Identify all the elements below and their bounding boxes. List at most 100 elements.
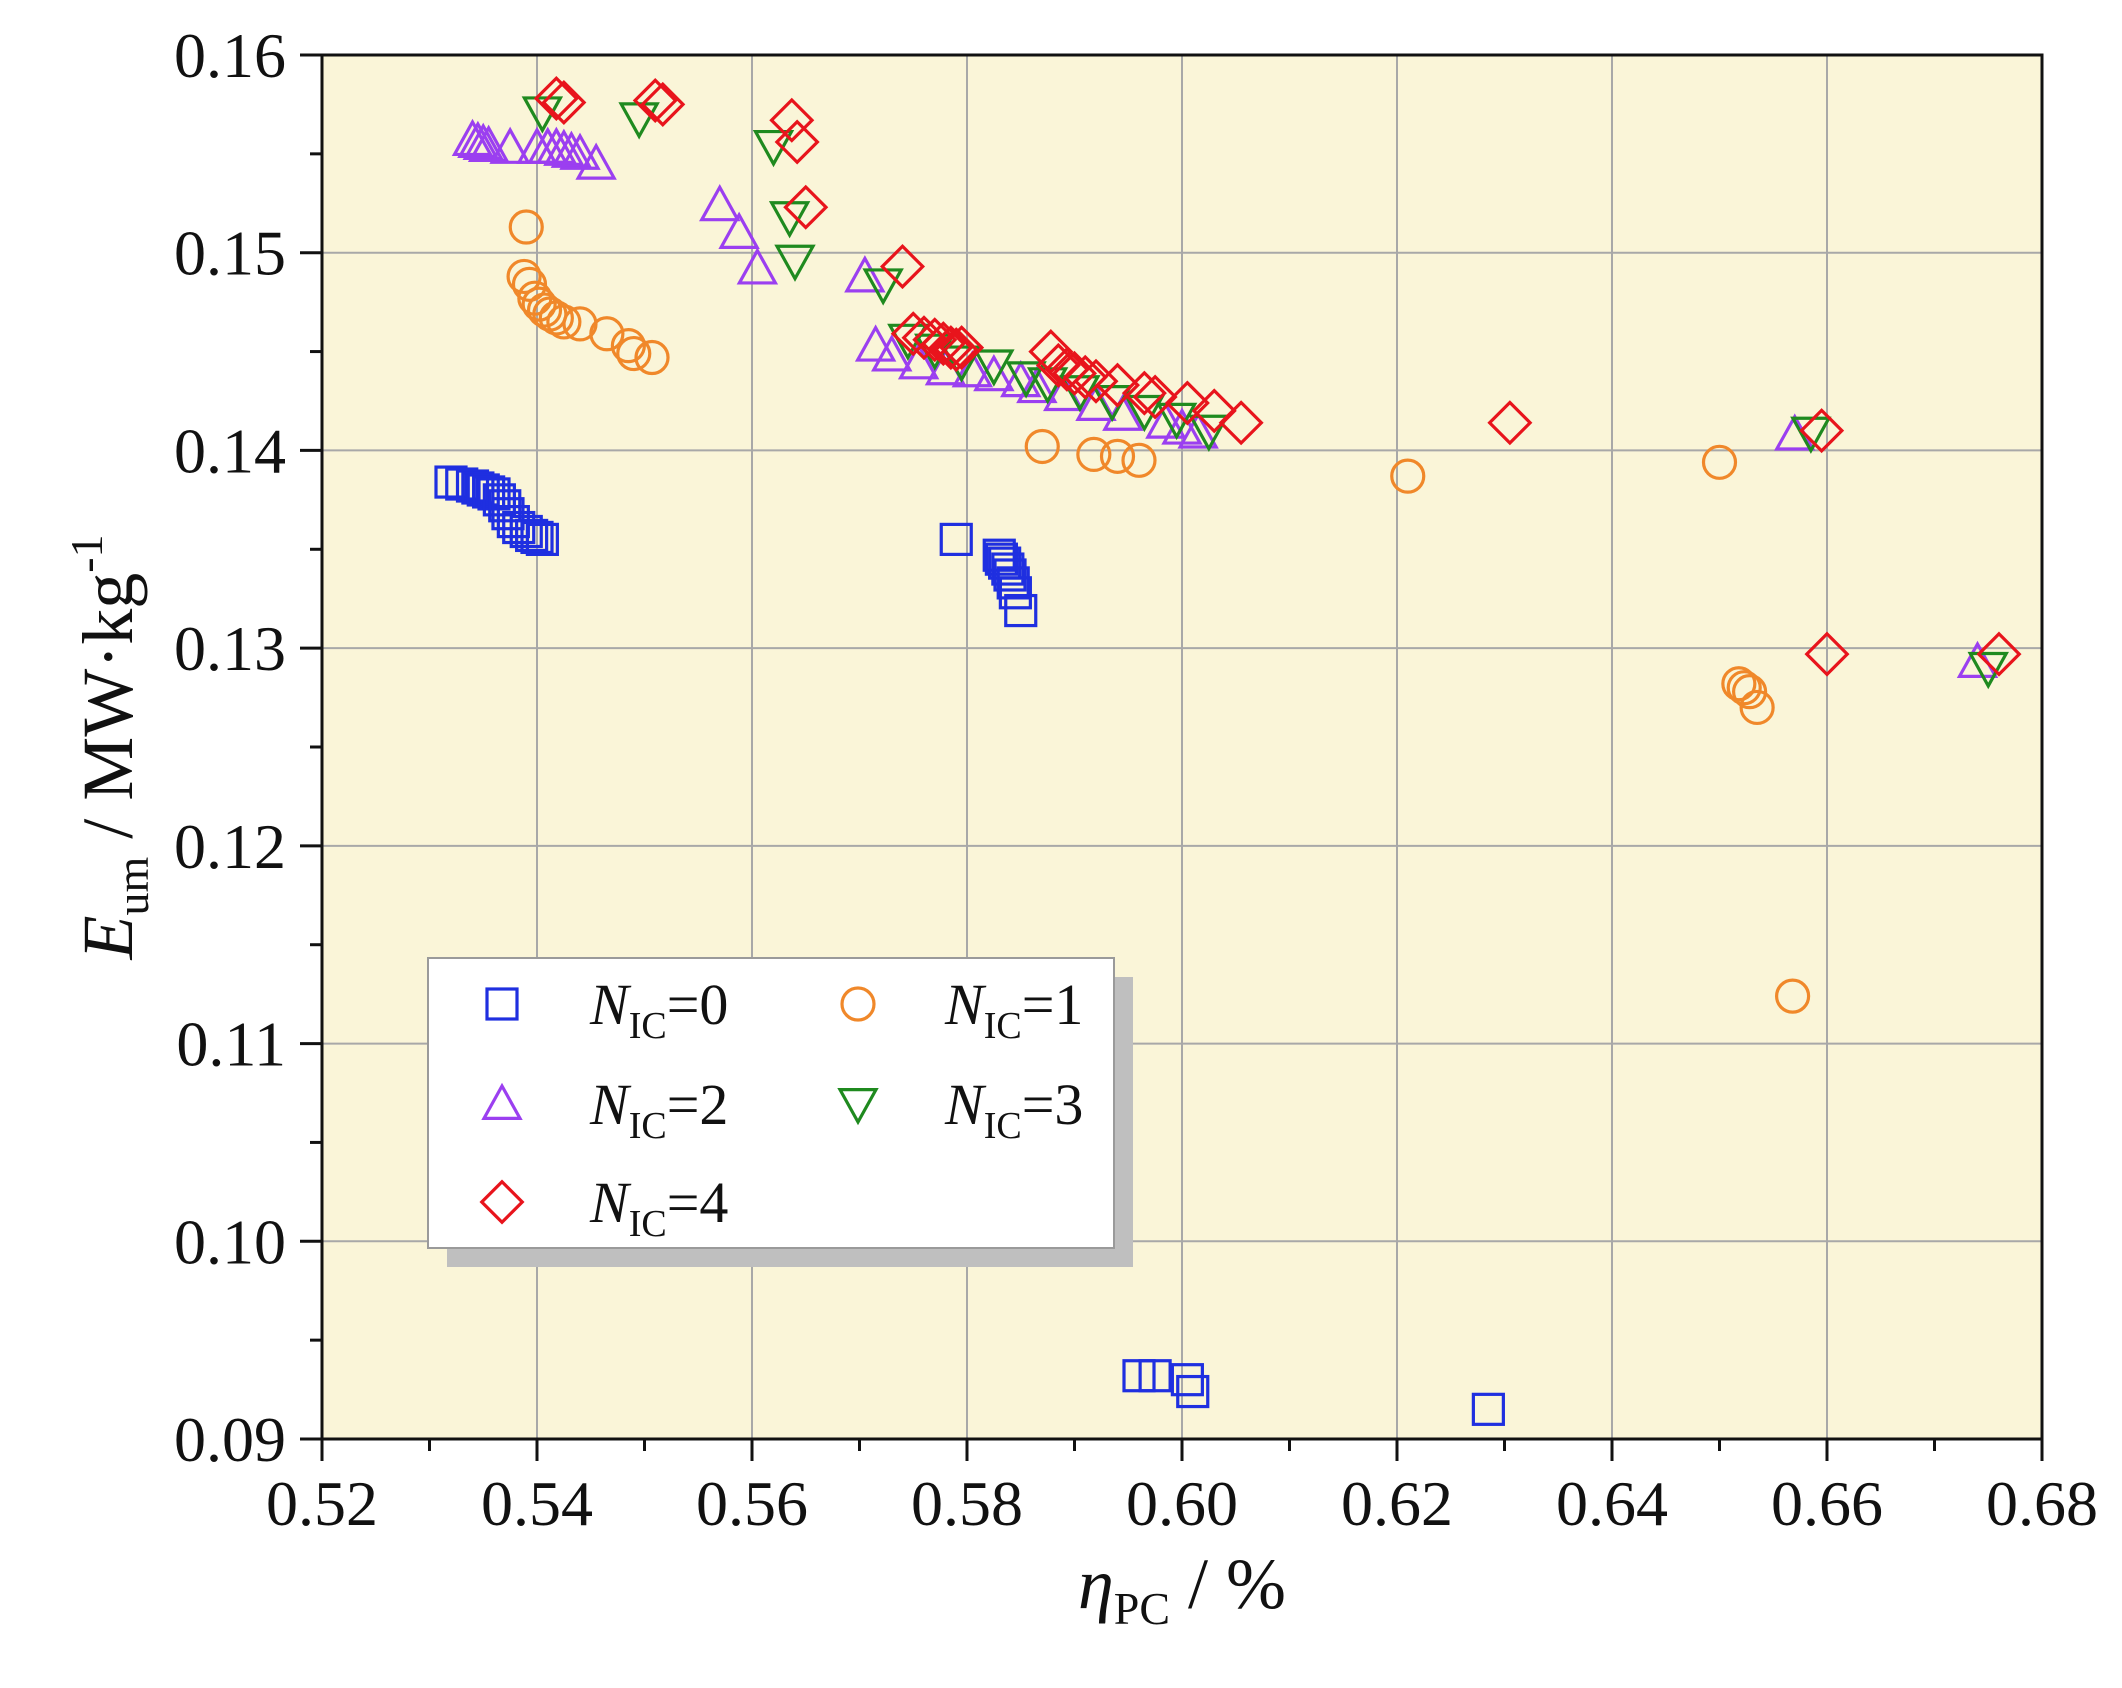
data-point-triangle-up	[871, 334, 913, 372]
data-point-circle	[506, 258, 542, 295]
data-point-triangle-down	[862, 268, 904, 306]
data-point-diamond	[1132, 374, 1178, 420]
data-point-diamond	[1062, 354, 1108, 400]
data-point-triangle-up	[462, 122, 504, 160]
y-tick-label: 0.15	[174, 218, 286, 289]
data-point-circle	[634, 339, 670, 376]
data-point-triangle-up	[699, 183, 741, 222]
data-point-square	[998, 576, 1032, 610]
data-point-square	[525, 522, 559, 557]
data-point-circle	[610, 328, 646, 364]
data-point-circle	[1726, 670, 1762, 706]
data-point-triangle-up	[736, 247, 779, 285]
data-point-circle	[1390, 458, 1426, 494]
y-tick-label: 0.10	[174, 1206, 286, 1277]
data-point-triangle-up	[897, 342, 940, 380]
data-point-triangle-up	[973, 354, 1015, 392]
data-point-diamond	[632, 77, 678, 123]
y-tick-label: 0.12	[174, 811, 286, 882]
data-point-square	[1004, 593, 1038, 628]
data-point-circle	[1024, 428, 1060, 465]
data-point-diamond	[1487, 400, 1533, 446]
legend-marker-triangle-down	[837, 1087, 879, 1126]
data-point-circle	[1731, 674, 1768, 710]
legend-label: NIC=0	[589, 972, 728, 1047]
y-axis-unit: / MW·kg	[68, 573, 148, 857]
data-point-square	[502, 510, 536, 545]
data-point-diamond	[533, 75, 579, 122]
y-tick-label: 0.11	[176, 1009, 286, 1080]
data-point-circle	[1701, 444, 1738, 480]
x-tick-label: 0.62	[1341, 1468, 1453, 1539]
x-tick-label: 0.54	[481, 1468, 593, 1539]
y-axis-superscript: -1	[61, 534, 112, 572]
data-point-triangle-up	[844, 255, 886, 293]
data-point-circle	[1099, 438, 1136, 474]
x-axis-unit: / %	[1170, 1544, 1286, 1624]
y-axis-symbol: E	[68, 916, 148, 961]
data-point-triangle-down	[1123, 394, 1166, 433]
data-point-diamond	[920, 321, 966, 367]
data-point-triangle-up	[951, 350, 994, 388]
y-tick-label: 0.13	[174, 613, 286, 684]
data-point-square	[1176, 1374, 1210, 1409]
data-point-square	[520, 520, 554, 555]
x-tick-label: 0.68	[1986, 1468, 2098, 1539]
y-tick-label: 0.09	[174, 1404, 286, 1475]
x-tick-label: 0.58	[911, 1468, 1023, 1539]
data-point-circle	[526, 292, 563, 328]
legend-label: NIC=1	[944, 972, 1083, 1047]
legend-marker-diamond	[479, 1179, 525, 1225]
legend-marker-circle	[840, 986, 876, 1022]
data-point-triangle-up	[1016, 365, 1058, 404]
data-point-circle	[508, 209, 544, 245]
series-4	[533, 75, 2022, 677]
series-0	[434, 465, 1505, 1426]
data-point-diamond	[1121, 370, 1167, 416]
data-point-diamond	[928, 325, 974, 371]
data-point-diamond	[1051, 350, 1098, 396]
data-point-diamond	[1164, 380, 1210, 426]
x-tick-label: 0.60	[1126, 1468, 1238, 1539]
data-point-square	[996, 566, 1030, 600]
data-point-square	[993, 558, 1027, 592]
data-point-diamond	[783, 184, 829, 230]
data-point-triangle-down	[973, 349, 1015, 387]
data-point-triangle-up	[854, 324, 897, 362]
data-point-diamond	[912, 317, 958, 363]
data-point-circle	[546, 304, 582, 340]
data-point-circle	[616, 335, 652, 372]
x-tick-label: 0.56	[696, 1468, 808, 1539]
data-point-circle	[1076, 436, 1112, 472]
x-axis-subscript: PC	[1114, 1583, 1170, 1634]
data-point-diamond	[774, 119, 820, 165]
x-axis-symbol: η	[1078, 1544, 1114, 1624]
data-point-triangle-up	[467, 124, 510, 162]
data-point-triangle-up	[457, 120, 499, 158]
data-point-diamond	[879, 244, 926, 290]
data-point-diamond	[933, 327, 979, 373]
data-point-diamond	[541, 79, 587, 125]
x-tick-label: 0.52	[266, 1468, 378, 1539]
axis-ticks: 0.52 0.54 0.56 0.58 0.60 0.62 0.64 0.66 0.68 0.09…	[174, 20, 2098, 1539]
data-points	[434, 75, 2022, 1426]
y-axis-title: Eum / MW·kg-1	[61, 534, 158, 960]
data-point-circle	[1739, 689, 1775, 726]
y-tick-label: 0.14	[174, 415, 286, 486]
data-point-triangle-up	[1177, 411, 1219, 449]
data-point-diamond	[1035, 342, 1081, 388]
data-point-square	[939, 522, 973, 557]
data-point-square	[1471, 1392, 1505, 1426]
data-point-triangle-up	[550, 130, 593, 168]
data-point-square	[1138, 1359, 1172, 1393]
data-point-square	[515, 518, 549, 553]
data-point-diamond	[1218, 400, 1264, 446]
data-point-triangle-down	[774, 244, 816, 282]
data-point-triangle-down	[1790, 416, 1832, 454]
data-point-triangle-up	[575, 142, 617, 180]
data-point-triangle-up	[489, 126, 531, 164]
data-point-diamond	[640, 81, 686, 127]
data-point-triangle-down	[1188, 414, 1230, 452]
data-point-diamond	[1799, 408, 1845, 454]
